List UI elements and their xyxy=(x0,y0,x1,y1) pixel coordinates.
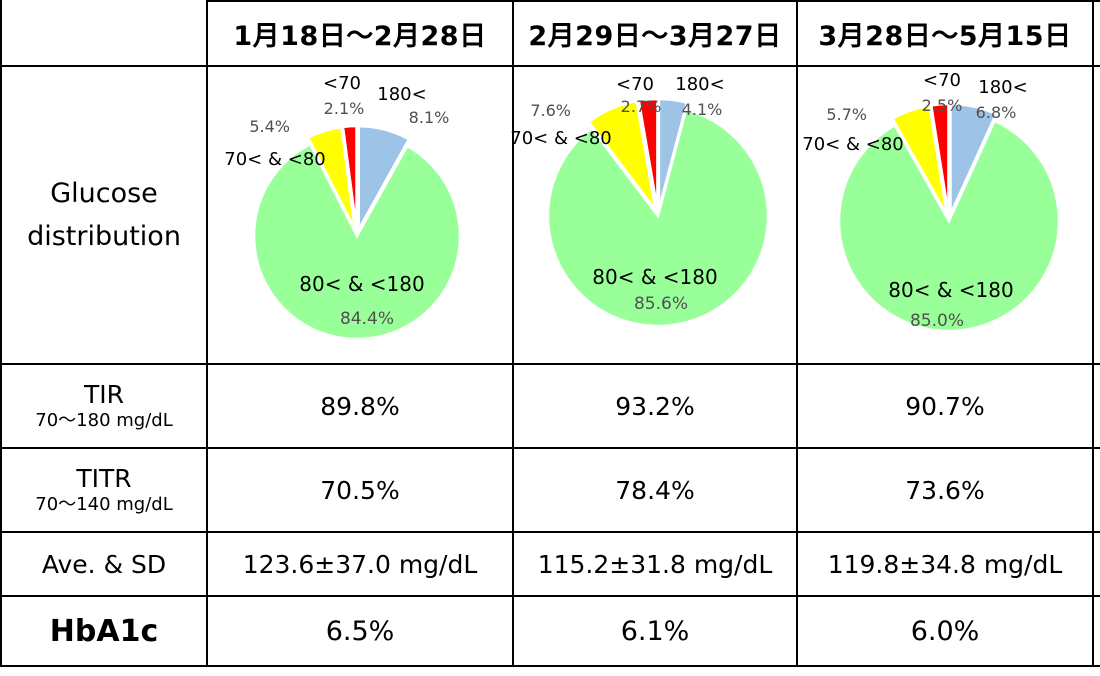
glucose-pie-chart-3: 180< 6.8% 80< & <180 85.0% 70< & <80 5.7% <70 2… xyxy=(802,70,1061,333)
hba1c-value-2: 6.1% xyxy=(620,615,690,647)
slice-percent-in-range-80-180: 85.6% xyxy=(634,294,688,314)
slice-percent-below-70: 2.1% xyxy=(324,99,365,118)
slice-label-range-70-80: 70< & <80 xyxy=(802,134,903,155)
pie-slice-in-range-80-180 xyxy=(546,108,770,328)
glucose-pie-chart-1: 180< 8.1% 80< & <180 84.4% 70< & <80 5.4% <70 2… xyxy=(224,73,462,341)
slice-label-below-70: <70 xyxy=(616,74,654,95)
hba1c-value-3: 6.0% xyxy=(910,615,980,647)
titr-value-2: 78.4% xyxy=(615,475,695,505)
slice-label-above-180: 180< xyxy=(377,84,426,105)
hba1c-value-1: 6.5% xyxy=(325,615,395,647)
slice-percent-range-70-80: 5.7% xyxy=(826,105,867,124)
slice-label-above-180: 180< xyxy=(675,74,724,95)
row-label-titr-title: TITR xyxy=(76,464,132,494)
tir-value-1: 89.8% xyxy=(320,391,400,421)
pie-slice-range-70-80 xyxy=(890,104,948,216)
slice-percent-in-range-80-180: 85.0% xyxy=(910,311,964,331)
column-header-2: 2月29日～3月27日 xyxy=(528,21,782,52)
slice-percent-in-range-80-180: 84.4% xyxy=(340,309,394,329)
pie-slice-in-range-80-180 xyxy=(252,142,462,341)
row-label-tir: TIR 70～180 mg/dL xyxy=(1,364,207,448)
slice-percent-below-70: 2.5% xyxy=(922,96,963,115)
slice-percent-above-180: 6.8% xyxy=(976,103,1017,122)
row-label-titr: TITR 70～140 mg/dL xyxy=(1,448,207,532)
slice-label-range-70-80: 70< & <80 xyxy=(224,149,325,170)
pie-slice-below-70 xyxy=(929,102,950,215)
slice-label-in-range-80-180: 80< & <180 xyxy=(888,278,1013,302)
pie-slice-above-180 xyxy=(357,124,411,235)
slice-label-above-180: 180< xyxy=(978,77,1027,98)
row-label-tir-title: TIR xyxy=(83,380,124,410)
slice-percent-range-70-80: 7.6% xyxy=(530,101,571,120)
tir-value-3: 90.7% xyxy=(905,391,985,421)
row-label-glucose-line1: Glucose xyxy=(50,177,158,209)
pie-slice-below-70 xyxy=(637,97,659,210)
ave-sd-value-2: 115.2±31.8 mg/dL xyxy=(537,549,773,579)
slice-label-in-range-80-180: 80< & <180 xyxy=(299,272,424,296)
titr-value-3: 73.6% xyxy=(905,475,985,505)
glucose-pie-chart-2: 180< 4.1% 80< & <180 85.6% 70< & <80 7.6% <70 2… xyxy=(510,74,770,328)
slice-label-in-range-80-180: 80< & <180 xyxy=(592,265,717,289)
slice-percent-below-70: 2.7% xyxy=(621,97,662,116)
slice-percent-above-180: 4.1% xyxy=(682,100,723,119)
slice-label-below-70: <70 xyxy=(923,70,961,91)
pie-slice-above-180 xyxy=(949,102,998,215)
slice-label-below-70: <70 xyxy=(323,73,361,94)
slice-percent-range-70-80: 5.4% xyxy=(249,117,290,136)
row-label-hba1c: HbA1c xyxy=(49,613,159,649)
row-label-titr-range: 70～140 mg/dL xyxy=(35,494,173,516)
column-header-3: 3月28日～5月15日 xyxy=(818,21,1072,52)
tir-value-2: 93.2% xyxy=(615,391,695,421)
row-label-glucose-distribution: Glucose distribution xyxy=(1,66,207,364)
column-header-1: 1月18日～2月28日 xyxy=(233,21,487,52)
row-label-ave-sd: Ave. & SD xyxy=(41,549,167,579)
ave-sd-value-1: 123.6±37.0 mg/dL xyxy=(242,549,478,579)
pie-slice-below-70 xyxy=(341,124,358,230)
pie-slice-in-range-80-180 xyxy=(837,119,1061,333)
row-label-glucose-line2: distribution xyxy=(27,221,181,252)
titr-value-1: 70.5% xyxy=(320,475,400,505)
row-label-tir-range: 70～180 mg/dL xyxy=(35,410,173,432)
slice-label-range-70-80: 70< & <80 xyxy=(510,128,611,149)
slice-percent-above-180: 8.1% xyxy=(409,108,450,127)
ave-sd-value-3: 119.8±34.8 mg/dL xyxy=(827,549,1063,579)
pie-slice-range-70-80 xyxy=(306,125,357,230)
pie-slice-range-70-80 xyxy=(587,99,657,211)
